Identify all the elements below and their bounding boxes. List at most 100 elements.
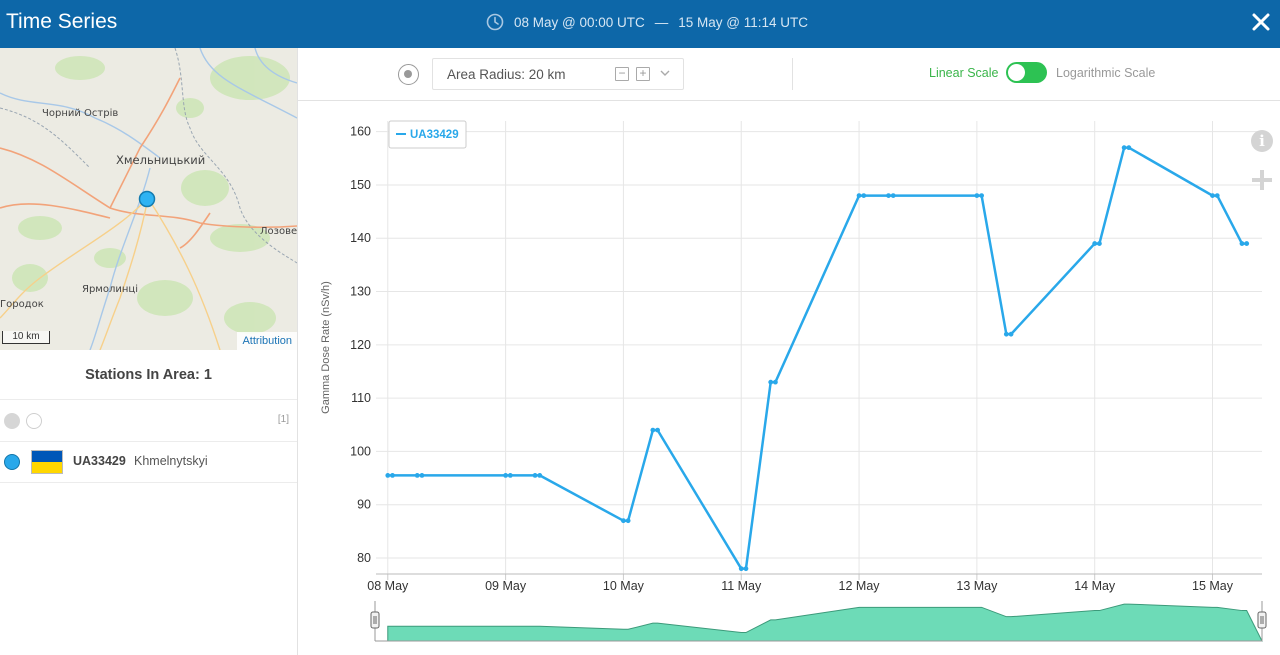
data-point[interactable] <box>773 379 778 385</box>
y-tick-label: 160 <box>350 125 371 139</box>
close-icon[interactable] <box>1248 9 1274 35</box>
navigator-series <box>387 603 1263 642</box>
station-map[interactable]: Чорний Острів Хмельницький Лозове Ярмоли… <box>0 48 297 350</box>
data-point[interactable] <box>650 427 656 433</box>
window-title: Time Series <box>6 10 118 33</box>
y-tick-label: 120 <box>350 338 371 352</box>
station-id: UA33429 <box>73 454 126 468</box>
data-point[interactable] <box>974 193 980 199</box>
data-point[interactable] <box>890 193 896 199</box>
x-tick-label: 08 May <box>367 579 409 593</box>
chart-toolbar: Area Radius: 20 km − + Linear Scale Loga… <box>298 48 1280 101</box>
zoom-plus-icon[interactable] <box>1252 170 1272 190</box>
selection-row: [1] <box>0 400 297 442</box>
series-line-UA33429[interactable] <box>387 146 1247 570</box>
navigator-left-handle[interactable] <box>370 611 380 629</box>
data-point[interactable] <box>1244 241 1250 246</box>
data-point[interactable] <box>738 566 744 572</box>
data-point[interactable] <box>743 566 749 572</box>
station-name: Khmelnytskyi <box>134 454 208 468</box>
data-point[interactable] <box>1239 241 1245 246</box>
x-tick-label: 11 May <box>721 579 762 593</box>
data-point[interactable] <box>385 473 391 478</box>
y-tick-label: 110 <box>351 391 371 405</box>
radius-decrease-button[interactable]: − <box>615 67 629 81</box>
legend-label[interactable]: UA33429 <box>410 129 459 141</box>
y-tick-label: 80 <box>357 551 371 565</box>
linear-scale-label[interactable]: Linear Scale <box>929 66 999 80</box>
x-tick-label: 12 May <box>839 579 881 593</box>
data-point[interactable] <box>1210 193 1215 199</box>
chart-svg[interactable]: 80 90 100 110 120 130 140 150 160 08 May 09 May 10 … <box>298 101 1280 655</box>
data-point[interactable] <box>861 193 867 199</box>
data-point[interactable] <box>537 473 543 478</box>
data-point[interactable] <box>979 193 984 199</box>
data-point[interactable] <box>856 193 862 199</box>
time-series-chart[interactable]: 80 90 100 110 120 130 140 150 160 08 May 09 May 10 … <box>298 101 1280 655</box>
info-icon-glyph: i <box>1259 132 1265 150</box>
station-marker-icon[interactable] <box>4 454 20 470</box>
chevron-down-icon[interactable] <box>659 64 671 84</box>
navigator-right-handle[interactable] <box>1257 611 1267 629</box>
y-tick-label: 130 <box>350 285 371 299</box>
title-bar: Time Series 08 May @ 00:00 UTC — 15 May … <box>0 0 1280 48</box>
y-axis-label: Gamma Dose Rate (nSv/h) <box>320 281 332 414</box>
stations-in-area-heading: Stations In Area: 1 <box>0 350 297 400</box>
select-none-toggle[interactable] <box>26 413 42 429</box>
x-tick-label: 09 May <box>485 579 527 593</box>
toolbar-divider <box>792 58 793 90</box>
range-end: 15 May @ 11:14 UTC <box>678 14 809 30</box>
map-attribution-link[interactable]: Attribution <box>237 332 297 350</box>
info-icon[interactable] <box>1251 130 1273 152</box>
data-point[interactable] <box>507 473 513 478</box>
x-tick-label: 13 May <box>956 579 998 593</box>
select-all-toggle[interactable] <box>4 413 20 429</box>
left-panel: Чорний Острів Хмельницький Лозове Ярмоли… <box>0 48 298 655</box>
x-tick-label: 15 May <box>1192 579 1234 593</box>
range-start: 08 May @ 00:00 UTC <box>514 14 645 30</box>
data-point[interactable] <box>1092 241 1098 246</box>
data-point[interactable] <box>886 193 891 199</box>
station-list-item[interactable]: UA33429 Khmelnytskyi <box>0 442 297 483</box>
map-label-khmelnytskyi: Хмельницький <box>116 153 205 167</box>
toggle-knob <box>1008 64 1025 81</box>
data-point[interactable] <box>390 473 395 478</box>
y-tick-label: 140 <box>350 231 371 245</box>
map-tiles: Чорний Острів Хмельницький Лозове Ярмоли… <box>0 48 297 350</box>
data-point[interactable] <box>621 518 626 524</box>
data-point[interactable] <box>768 379 774 385</box>
x-tick-label: 10 May <box>603 579 645 593</box>
data-point[interactable] <box>1008 331 1014 337</box>
station-count: [1] <box>277 414 289 425</box>
data-point[interactable] <box>419 473 425 478</box>
ukraine-flag-icon <box>31 450 63 474</box>
data-point[interactable] <box>414 473 420 478</box>
area-radius-label: Area Radius: 20 km <box>447 67 566 82</box>
clock-icon <box>486 13 504 31</box>
map-label-horodok: Городок <box>0 299 44 310</box>
radius-increase-button[interactable]: + <box>636 67 650 81</box>
data-point[interactable] <box>1003 331 1009 337</box>
target-icon[interactable] <box>398 64 419 85</box>
map-label-chornyi-ostriv: Чорний Острів <box>42 107 118 119</box>
data-point[interactable] <box>532 473 538 478</box>
data-point[interactable] <box>655 427 660 433</box>
y-tick-label: 150 <box>350 178 371 192</box>
y-tick-label: 90 <box>357 498 371 512</box>
log-scale-label[interactable]: Logarithmic Scale <box>1056 66 1156 80</box>
data-point[interactable] <box>625 518 631 524</box>
range-separator: — <box>654 14 669 30</box>
data-point[interactable] <box>503 473 509 478</box>
data-point[interactable] <box>1097 241 1102 246</box>
time-range: 08 May @ 00:00 UTC — 15 May @ 11:14 UTC <box>486 13 808 31</box>
data-point[interactable] <box>1121 145 1127 151</box>
map-label-yarmolyntsi: Ярмолинці <box>82 283 138 295</box>
data-point[interactable] <box>1214 193 1220 199</box>
y-tick-label: 100 <box>350 444 371 458</box>
data-point[interactable] <box>1126 145 1132 151</box>
scale-toggle[interactable] <box>1006 62 1047 83</box>
map-label-lozove: Лозове <box>260 226 297 237</box>
x-tick-label: 14 May <box>1074 579 1116 593</box>
area-radius-select[interactable]: Area Radius: 20 km − + <box>432 58 684 90</box>
map-scale-bar: 10 km <box>2 331 50 344</box>
